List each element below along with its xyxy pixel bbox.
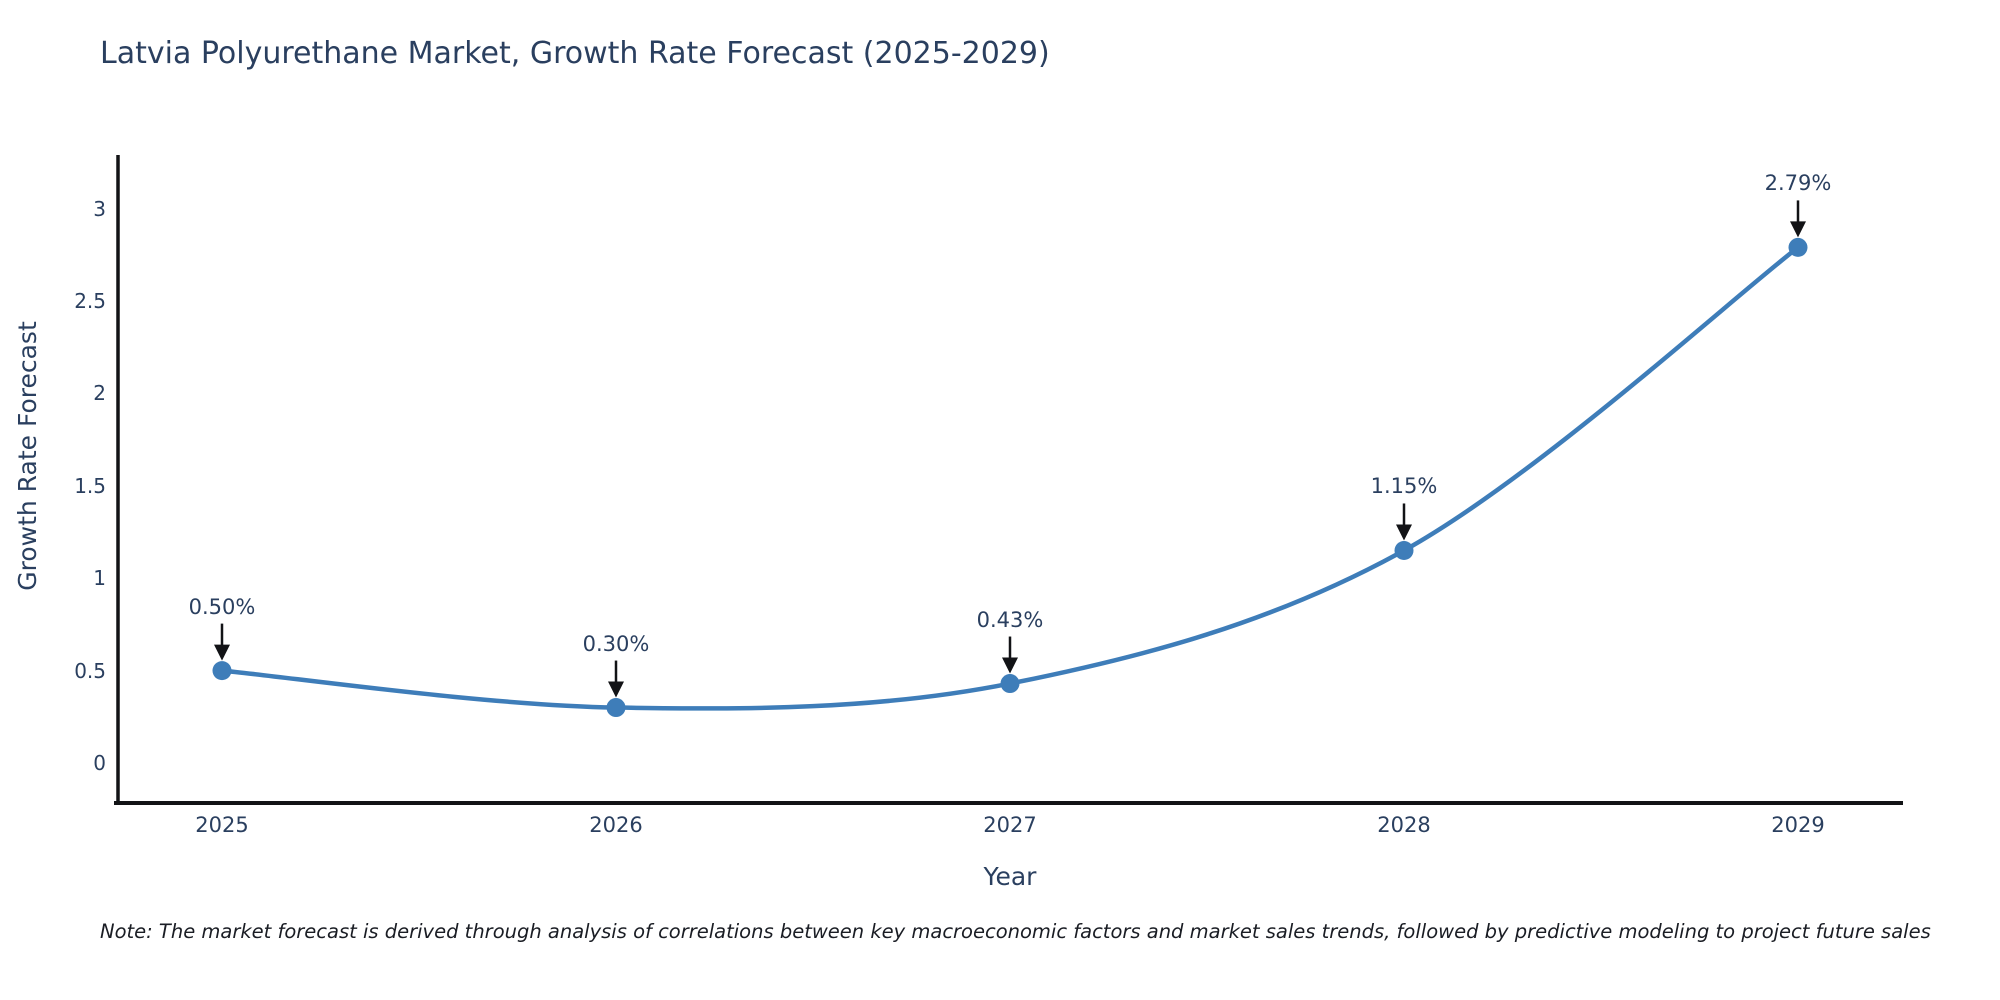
point-value-label: 0.30% bbox=[582, 631, 650, 656]
data-point-marker bbox=[606, 698, 626, 718]
x-tick-label: 2029 bbox=[1771, 813, 1825, 837]
point-value-label: 1.15% bbox=[1370, 474, 1438, 499]
data-point-marker bbox=[212, 661, 232, 681]
y-tick-label: 1.5 bbox=[74, 473, 106, 498]
x-tick-label: 2026 bbox=[589, 813, 643, 837]
data-point-marker bbox=[1000, 674, 1020, 694]
y-tick-label: 0 bbox=[93, 751, 106, 775]
annotation-arrowhead bbox=[1002, 657, 1018, 674]
point-value-label: 0.43% bbox=[976, 607, 1044, 632]
x-tick-label: 2025 bbox=[195, 813, 249, 837]
y-tick-label: 2 bbox=[93, 381, 106, 406]
y-tick-label: 1 bbox=[93, 566, 106, 591]
y-tick-label: 3 bbox=[93, 196, 106, 221]
y-tick-label: 2.5 bbox=[74, 289, 106, 313]
annotation-arrowhead bbox=[214, 644, 230, 661]
annotation-arrowhead bbox=[1396, 524, 1412, 541]
x-tick-label: 2027 bbox=[983, 813, 1037, 837]
annotation-arrowhead bbox=[608, 681, 624, 698]
data-point-marker bbox=[1788, 237, 1808, 257]
data-point-marker bbox=[1394, 540, 1414, 560]
point-value-label: 2.79% bbox=[1764, 171, 1832, 196]
point-value-label: 0.50% bbox=[188, 594, 256, 619]
y-tick-label: 0.5 bbox=[74, 658, 106, 683]
footnote: Note: The market forecast is derived thr… bbox=[100, 920, 1931, 943]
x-axis-title: Year bbox=[983, 862, 1037, 891]
chart-title: Latvia Polyurethane Market, Growth Rate … bbox=[100, 36, 1050, 71]
series-line bbox=[219, 245, 1801, 711]
annotation-arrowhead bbox=[1790, 221, 1806, 238]
x-tick-label: 2028 bbox=[1377, 813, 1431, 837]
